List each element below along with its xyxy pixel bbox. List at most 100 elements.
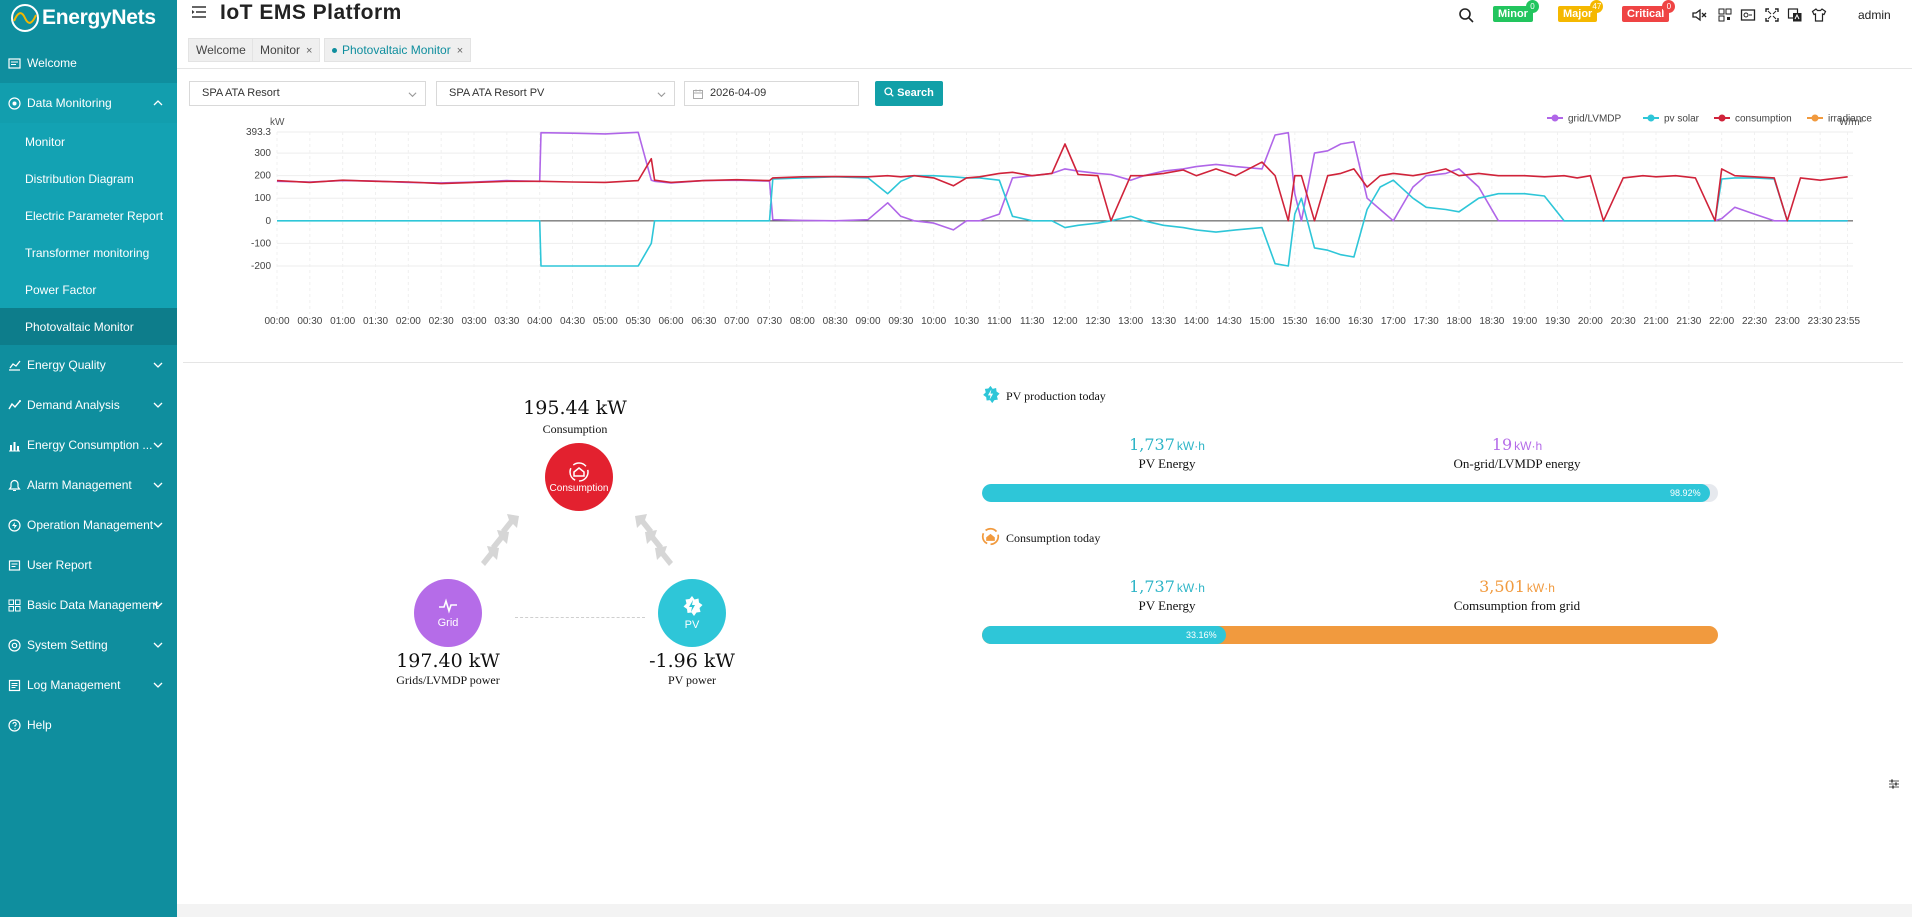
consumption-value: 195.44 kW: [523, 397, 627, 419]
search-icon[interactable]: [1458, 7, 1474, 23]
site-select[interactable]: SPA ATA Resort: [189, 81, 426, 106]
translate-icon[interactable]: [1787, 7, 1803, 23]
mute-icon[interactable]: [1691, 7, 1707, 23]
sidebar-item-log-management[interactable]: Log Management: [0, 665, 177, 705]
x-tick-label: 23:00: [1775, 316, 1800, 327]
sidebar-item-alarm-management[interactable]: Alarm Management: [0, 465, 177, 505]
submenu-item-electric-parameter-report[interactable]: Electric Parameter Report: [25, 208, 164, 223]
sidebar-item-label: Data Monitoring: [27, 96, 112, 110]
x-tick-label: 13:00: [1118, 316, 1143, 327]
section-divider: [183, 362, 1903, 363]
sidebar-item-welcome[interactable]: Welcome: [0, 43, 177, 83]
menu-toggle-icon[interactable]: [191, 4, 207, 20]
consumption-icon: [9, 441, 20, 451]
chevron-down-icon: [153, 522, 163, 528]
pv-node-text: PV: [684, 619, 700, 631]
submenu-item-photovaltaic-monitor[interactable]: Photovaltaic Monitor: [0, 308, 177, 345]
grid-node[interactable]: Grid: [414, 579, 482, 647]
tab-divider: [177, 68, 1912, 69]
log-icon: [8, 679, 21, 691]
legend-marker[interactable]: [1718, 114, 1726, 122]
data-icon: [8, 599, 21, 611]
chevron-down-icon: [408, 92, 417, 98]
y-tick-label: 100: [254, 193, 271, 204]
alarm-major-badge[interactable]: Major 47: [1558, 0, 1604, 22]
sidebar-item-demand-analysis[interactable]: Demand Analysis: [0, 385, 177, 425]
sidebar-item-operation-management[interactable]: Operation Management: [0, 505, 177, 545]
pv-node[interactable]: PV: [658, 579, 726, 647]
submenu-item-power-factor[interactable]: Power Factor: [25, 282, 97, 297]
logo-icon: [11, 4, 39, 32]
tab-monitor[interactable]: Monitor ×: [252, 38, 321, 62]
sliders-icon[interactable]: [1888, 778, 1900, 790]
legend-marker[interactable]: [1811, 114, 1819, 122]
submenu-item-distribution-diagram[interactable]: Distribution Diagram: [25, 171, 134, 186]
legend-marker[interactable]: [1647, 114, 1655, 122]
sidebar-item-system-setting[interactable]: System Setting: [0, 625, 177, 665]
x-tick-label: 06:00: [658, 316, 683, 327]
pv-energy-unit-2: kW·h: [1176, 581, 1205, 595]
sidebar-item-label: Log Management: [27, 678, 121, 692]
logo[interactable]: EnergyNets: [0, 0, 177, 36]
date-picker[interactable]: 2026-04-09: [684, 81, 859, 106]
sidebar-item-help[interactable]: Help: [0, 705, 177, 745]
x-tick-label: 11:30: [1020, 316, 1045, 327]
x-tick-label: 10:00: [921, 316, 946, 327]
x-tick-label: 19:00: [1512, 316, 1537, 327]
sidebar-item-label: Help: [27, 718, 52, 732]
x-tick-label: 02:00: [396, 316, 421, 327]
sidebar-item-label: Basic Data Management: [27, 598, 159, 612]
grid-pv-link: [515, 617, 645, 618]
series-line-consumption[interactable]: [276, 143, 1848, 222]
x-tick-label: 09:30: [888, 316, 913, 327]
alarm-critical-badge[interactable]: Critical 0: [1622, 0, 1676, 22]
submenu-item-transformer-monitoring[interactable]: Transformer monitoring: [25, 245, 150, 260]
consumption-node[interactable]: Consumption: [545, 443, 613, 511]
tab-welcome[interactable]: Welcome: [188, 38, 254, 62]
ongrid-energy-label: On-grid/LVMDP energy: [1453, 456, 1581, 471]
sidebar-item-basic-data-management[interactable]: Basic Data Management: [0, 585, 177, 625]
x-tick-label: 10:30: [954, 316, 979, 327]
series-line-pv-solar[interactable]: [277, 174, 1848, 267]
user-menu[interactable]: admin: [1858, 8, 1891, 22]
sidebar-item-energy-quality[interactable]: Energy Quality: [0, 345, 177, 385]
fullscreen-icon[interactable]: [1764, 7, 1780, 23]
legend-marker[interactable]: [1551, 114, 1559, 122]
pv-production-percent: 98.92%: [1670, 488, 1701, 498]
pv-energy-number-2: 1,737: [1129, 577, 1175, 596]
footer-strip: [177, 904, 1912, 917]
x-tick-label: 01:30: [363, 316, 388, 327]
pv-to-consumption-arrow-icon: [635, 514, 673, 566]
tab-close-icon[interactable]: ×: [456, 45, 464, 57]
y-tick-label: -200: [251, 261, 271, 272]
device-select[interactable]: SPA ATA Resort PV: [436, 81, 675, 106]
legend-label[interactable]: consumption: [1735, 114, 1792, 125]
power-chart[interactable]: -200 -100 0 100 200 300 393.3 00:00 00:30 01:00 01…: [177, 106, 1912, 356]
page-title: IoT EMS Platform: [220, 1, 402, 24]
legend-label[interactable]: grid/LVMDP: [1568, 114, 1621, 125]
search-button[interactable]: Search: [875, 81, 943, 106]
legend-label[interactable]: irradiance: [1828, 114, 1872, 125]
qrcode-icon[interactable]: [1717, 7, 1733, 23]
sidebar-item-energy-consumption[interactable]: Energy Consumption ...: [0, 425, 177, 465]
sidebar-item-data-monitoring[interactable]: Data Monitoring: [0, 83, 177, 123]
submenu-data-monitoring: Monitor Distribution Diagram Electric Para…: [0, 123, 177, 345]
consumption-node-text: Consumption: [549, 482, 609, 494]
sidebar: EnergyNets Welcome Data Monitoring Monitor…: [0, 0, 177, 917]
consumption-bar-fill: [982, 626, 1227, 644]
alarm-minor-badge[interactable]: Minor 0: [1493, 0, 1539, 22]
submenu-item-monitor[interactable]: Monitor: [25, 134, 66, 149]
pv-production-icon: [983, 385, 1000, 404]
x-tick-label: 04:30: [560, 316, 585, 327]
date-value: 2026-04-09: [710, 87, 767, 99]
legend-label[interactable]: pv solar: [1664, 114, 1700, 125]
tab-label: Monitor: [260, 43, 301, 57]
tab-photovaltaic-monitor[interactable]: Photovaltaic Monitor ×: [324, 38, 472, 62]
sidebar-item-user-report[interactable]: User Report: [0, 545, 177, 585]
tab-label: Photovaltaic Monitor: [342, 43, 451, 57]
sidebar-item-label: Energy Quality: [27, 358, 106, 372]
tab-close-icon[interactable]: ×: [306, 45, 313, 57]
theme-icon[interactable]: [1811, 7, 1827, 23]
setting-icon: [8, 638, 21, 652]
screen-icon[interactable]: [1740, 7, 1756, 23]
